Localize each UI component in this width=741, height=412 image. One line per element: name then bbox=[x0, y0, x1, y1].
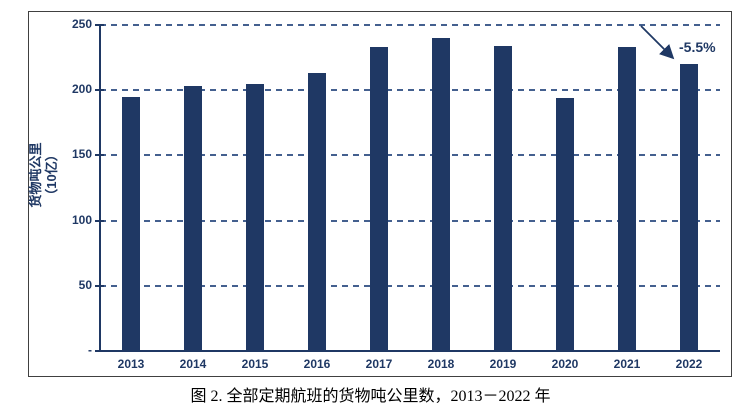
bar-2014 bbox=[184, 86, 202, 351]
x-label-2018: 2018 bbox=[427, 357, 455, 371]
y-tick-label-50: 50 bbox=[78, 277, 92, 292]
bar-2016 bbox=[308, 73, 326, 351]
y-tick-label--: - bbox=[88, 343, 92, 357]
bar-2019 bbox=[494, 45, 512, 351]
y-axis-title-line2: （10亿） bbox=[44, 148, 59, 202]
x-label-2017: 2017 bbox=[365, 357, 393, 371]
bar-2013 bbox=[122, 96, 140, 351]
x-label-2014: 2014 bbox=[179, 357, 207, 371]
x-label-2019: 2019 bbox=[489, 357, 517, 371]
gridline-150 bbox=[100, 154, 720, 157]
bar-2020 bbox=[556, 98, 574, 351]
bar-2018 bbox=[432, 38, 450, 351]
x-axis-line bbox=[100, 350, 720, 352]
gridline-200 bbox=[100, 89, 720, 92]
gridline-100 bbox=[100, 219, 720, 222]
bar-2015 bbox=[246, 83, 264, 351]
x-label-2013: 2013 bbox=[117, 357, 145, 371]
gridline-250 bbox=[100, 24, 720, 26]
figure-caption: 图 2. 全部定期航班的货物吨公里数，2013－2022 年 bbox=[190, 388, 551, 405]
y-axis-line bbox=[99, 25, 101, 351]
bar-2017 bbox=[370, 47, 388, 351]
y-tick-label-100: 100 bbox=[71, 212, 92, 227]
x-label-2016: 2016 bbox=[303, 357, 331, 371]
y-tick-label-250: 250 bbox=[71, 17, 92, 31]
y-tick-- bbox=[95, 350, 104, 352]
bar-2021 bbox=[618, 47, 636, 351]
annotation-label: -5.5% bbox=[679, 39, 716, 55]
x-label-2020: 2020 bbox=[551, 357, 579, 371]
x-label-2015: 2015 bbox=[241, 357, 269, 371]
y-axis-title-line1: 货物吨公里 bbox=[28, 142, 43, 208]
y-tick-label-200: 200 bbox=[71, 82, 92, 97]
x-label-2021: 2021 bbox=[613, 357, 641, 371]
bar-2022 bbox=[680, 64, 698, 351]
gridline-50 bbox=[100, 284, 720, 287]
y-tick-label-150: 150 bbox=[71, 147, 92, 162]
y-axis-title: 货物吨公里 （10亿） bbox=[28, 95, 68, 255]
x-label-2022: 2022 bbox=[675, 357, 703, 371]
